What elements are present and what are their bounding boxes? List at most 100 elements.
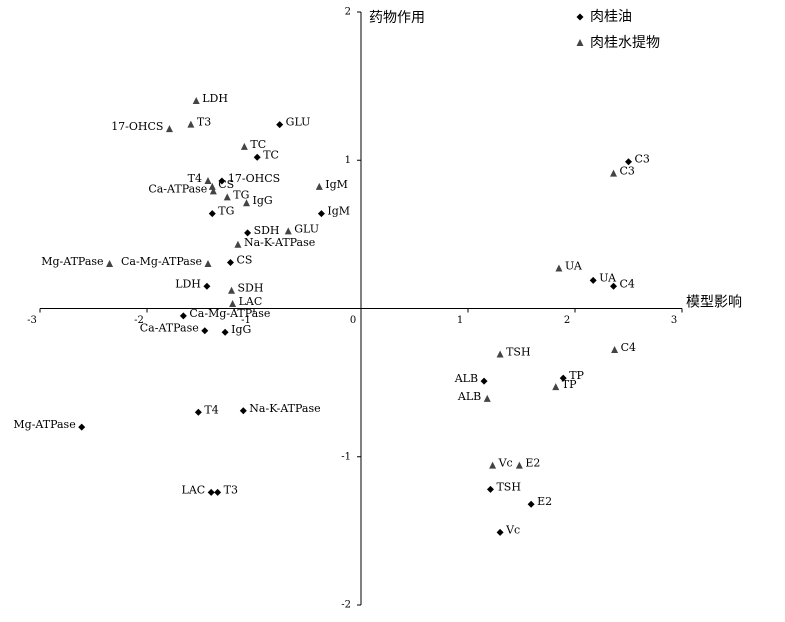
point xyxy=(315,182,323,190)
point xyxy=(486,485,494,493)
point xyxy=(218,177,226,185)
point xyxy=(243,199,251,207)
y-axis-label: 药物作用 xyxy=(369,10,425,26)
point xyxy=(234,240,242,248)
x-tick-label: 3 xyxy=(671,315,677,326)
point-label: TP xyxy=(569,369,584,382)
point-label: IgG xyxy=(231,323,251,336)
point-label: CS xyxy=(236,254,252,267)
point xyxy=(611,346,619,354)
point-label: Mg-ATPase xyxy=(13,418,75,431)
point-label: IgG xyxy=(253,194,273,207)
point xyxy=(244,229,252,237)
point xyxy=(194,408,202,416)
point xyxy=(284,227,292,235)
point-label: SDH xyxy=(254,224,280,237)
point-label: Vc xyxy=(505,523,520,536)
x-tick-label: 0 xyxy=(350,315,356,326)
point-label: ALB xyxy=(454,372,478,385)
point-label: ALB xyxy=(457,390,481,403)
point xyxy=(552,383,560,391)
point xyxy=(209,187,217,195)
point xyxy=(179,312,187,320)
point xyxy=(106,260,114,268)
legend-label: 肉桂水提物 xyxy=(590,35,660,51)
point xyxy=(576,13,584,21)
point xyxy=(625,158,632,166)
point xyxy=(204,260,212,268)
y-tick-label: -1 xyxy=(341,451,351,462)
point-label: LAC xyxy=(182,483,206,496)
point xyxy=(240,142,248,150)
point-label: Ca-Mg-ATPase xyxy=(189,307,270,320)
point-label: GLU xyxy=(294,222,319,235)
point xyxy=(555,264,563,272)
x-tick-label: 1 xyxy=(457,315,463,326)
point-label: C3 xyxy=(635,153,650,166)
point xyxy=(204,177,212,185)
point xyxy=(589,276,597,284)
point-label: TG xyxy=(218,205,234,218)
point xyxy=(489,461,497,469)
point-label: E2 xyxy=(525,457,540,470)
point xyxy=(496,528,504,536)
point xyxy=(527,500,535,508)
point-label: T4 xyxy=(204,403,218,416)
point-label: Ca-ATPase xyxy=(148,182,207,195)
point xyxy=(576,39,584,46)
point-label: TG xyxy=(233,188,249,201)
point-label: T4 xyxy=(188,172,202,185)
point xyxy=(253,153,261,161)
point-label: UA xyxy=(599,271,617,284)
point-label: C4 xyxy=(621,341,636,354)
x-tick-label: 2 xyxy=(564,315,570,326)
point xyxy=(78,423,86,431)
point-label: IgM xyxy=(327,205,350,218)
point xyxy=(559,374,567,382)
point xyxy=(208,182,216,190)
point xyxy=(207,488,215,496)
point-label: TP xyxy=(562,378,577,391)
legend-label: 肉桂油 xyxy=(590,9,632,25)
point xyxy=(208,210,216,218)
x-axis-label: 模型影响 xyxy=(686,295,742,311)
point-label: T3 xyxy=(224,483,238,496)
point-label: T3 xyxy=(197,116,211,129)
point xyxy=(201,327,209,335)
point-label: Vc xyxy=(498,457,513,470)
point-label: TC xyxy=(263,148,279,161)
point-label: Mg-ATPase xyxy=(41,255,103,268)
point xyxy=(223,193,231,201)
x-tick-label: -3 xyxy=(27,315,37,326)
point-label: Na-K-ATPase xyxy=(249,402,320,415)
point xyxy=(228,286,236,294)
point xyxy=(229,300,237,308)
point-label: LAC xyxy=(239,295,263,308)
point xyxy=(239,407,247,415)
point-label: Ca-ATPase xyxy=(140,322,199,335)
point xyxy=(610,169,618,177)
point xyxy=(276,121,284,129)
point-label: TC xyxy=(250,138,266,151)
x-tick-label: -2 xyxy=(134,315,144,326)
point-label: C4 xyxy=(620,277,635,290)
point xyxy=(192,96,200,104)
point xyxy=(496,350,504,358)
point-label: E2 xyxy=(537,495,552,508)
point xyxy=(317,210,325,218)
point xyxy=(515,461,523,469)
point-label: 17-OHCS xyxy=(111,120,163,133)
point-label: UA xyxy=(565,259,583,272)
point-label: 17-OHCS xyxy=(228,172,280,185)
point-label: LDH xyxy=(202,92,228,105)
y-tick-label: -2 xyxy=(341,600,351,611)
point-label: Ca-Mg-ATPase xyxy=(121,255,202,268)
point-label: GLU xyxy=(286,116,311,129)
point-label: TSH xyxy=(496,480,520,493)
point xyxy=(187,120,195,128)
point xyxy=(165,125,173,133)
point-label: IgM xyxy=(325,178,348,191)
point-label: LDH xyxy=(175,277,201,290)
point-label: SDH xyxy=(238,282,264,295)
